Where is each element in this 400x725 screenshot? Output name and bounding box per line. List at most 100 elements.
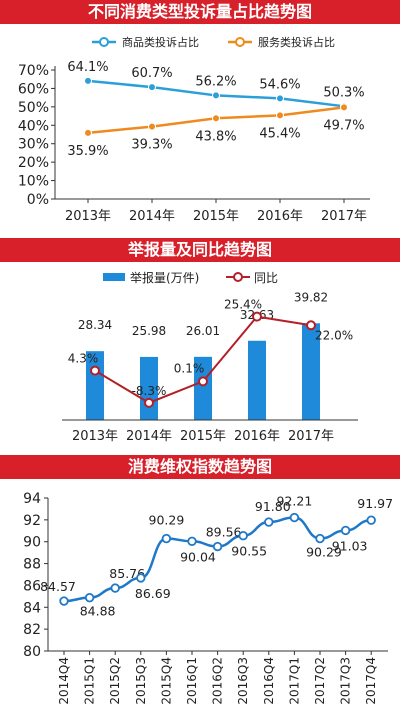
legend-marker-1 (233, 272, 243, 282)
yoy-point (252, 311, 262, 322)
yoy-point (90, 365, 100, 376)
legend-label-0: 商品类投诉占比 (122, 35, 199, 49)
y-tick-label: 0% (27, 192, 49, 208)
data-point (148, 122, 156, 131)
index-label: 91.80 (255, 499, 291, 514)
index-label: 91.03 (332, 538, 368, 553)
data-point (84, 128, 92, 137)
yoy-point (306, 320, 316, 331)
data-label: 50.3% (323, 85, 364, 100)
index-label: 90.29 (306, 545, 342, 560)
data-point (276, 94, 284, 103)
x-tick-label: 2015Q4 (159, 657, 173, 705)
index-point (315, 533, 325, 544)
x-tick-label: 2016Q2 (211, 657, 225, 705)
index-point (110, 583, 120, 593)
data-point (212, 91, 220, 100)
bar (302, 323, 320, 420)
index-label: 90.29 (149, 513, 185, 528)
complaint-share-line-chart: 商品类投诉占比 服务类投诉占比 0% 10% 20% 30% 40% 50% 60% 70% 201… (18, 35, 370, 224)
bar (194, 356, 212, 420)
chart3-title-banner: 消费维权指数趋势图 (0, 455, 400, 479)
x-tick-label: 2017年 (321, 209, 367, 224)
data-label: 35.9% (67, 144, 108, 159)
legend-label-1: 服务类投诉占比 (258, 35, 335, 49)
bar-value-label: 28.34 (78, 318, 112, 332)
index-label: 86.69 (135, 586, 171, 601)
yoy-label: 4.3% (68, 352, 99, 366)
bar (248, 340, 266, 420)
legend-bar-swatch (103, 273, 125, 281)
bar-value-label: 26.01 (186, 324, 220, 338)
index-point (289, 512, 300, 523)
x-tick-label: 2016年 (257, 209, 303, 224)
x-tick-label: 2015年 (180, 429, 226, 444)
index-label: 89.56 (206, 525, 242, 540)
legend-marker-0 (99, 37, 109, 47)
y-tick-label: 40% (18, 118, 49, 134)
data-label: 49.7% (323, 118, 364, 133)
data-point (212, 114, 220, 123)
x-tick-label: 2015Q2 (108, 657, 122, 705)
x-tick-label: 2017Q1 (287, 657, 301, 705)
yoy-label: 22.0% (315, 328, 353, 342)
index-point (59, 596, 69, 606)
chart1-title-banner: 不同消费类型投诉量占比趋势图 (0, 0, 400, 24)
y-tick-label: 30% (18, 137, 49, 153)
y-tick-label: 90 (23, 535, 41, 551)
index-point (161, 533, 172, 544)
x-tick-label: 2014年 (126, 429, 172, 444)
index-point (187, 536, 197, 546)
y-tick-label: 94 (23, 491, 41, 507)
index-point (84, 592, 95, 603)
x-tick-label: 2017Q4 (364, 657, 378, 705)
y-tick-label: 70% (18, 63, 49, 79)
index-label: 90.55 (231, 544, 267, 559)
bar (86, 351, 104, 420)
data-point (84, 76, 92, 85)
y-tick-label: 92 (23, 513, 41, 529)
yoy-point (144, 397, 154, 408)
data-label: 45.4% (259, 126, 300, 141)
y-tick-label: 82 (23, 622, 41, 638)
index-point (136, 573, 146, 583)
index-point (264, 517, 274, 527)
report-volume-bar-chart: 举报量(万件)同比28.3425.9826.0132.6339.822013年2… (62, 270, 358, 444)
x-tick-label: 2016Q4 (262, 657, 276, 705)
y-tick-label: 80 (23, 644, 41, 660)
index-label: 90.04 (180, 549, 216, 564)
index-point (212, 541, 223, 552)
index-label: 84.88 (80, 604, 116, 619)
rights-index-line-chart: 80 82 84 86 88 90 92 94 2014Q4 2015Q1 2015Q2 2015Q3… (23, 491, 393, 705)
yoy-label: 0.1% (174, 361, 205, 375)
bar-value-label: 39.82 (294, 290, 328, 304)
x-tick-label: 2013年 (65, 209, 111, 224)
x-tick-label: 2016Q1 (185, 657, 199, 705)
data-label: 39.3% (131, 138, 172, 153)
data-label: 56.2% (195, 74, 236, 89)
x-tick-label: 2013年 (72, 429, 118, 444)
yoy-label: 25.4% (224, 298, 262, 312)
x-tick-label: 2017Q3 (339, 657, 353, 705)
y-tick-label: 50% (18, 100, 49, 116)
legend-marker-1 (235, 37, 245, 47)
legend-label-0: 举报量(万件) (130, 270, 199, 285)
y-tick-label: 60% (18, 81, 49, 97)
data-label: 60.7% (131, 66, 172, 81)
index-point (366, 515, 376, 525)
data-label: 54.6% (259, 77, 300, 92)
data-point (276, 111, 284, 120)
x-tick-label: 2015年 (193, 209, 239, 224)
yoy-label: -8.3% (132, 384, 167, 398)
x-tick-label: 2015Q3 (134, 657, 148, 705)
y-tick-label: 10% (18, 174, 49, 190)
x-tick-label: 2017Q2 (313, 657, 327, 705)
y-tick-label: 88 (23, 557, 41, 573)
x-tick-label: 2017年 (288, 429, 334, 444)
x-tick-label: 2016Q3 (236, 657, 250, 705)
data-label: 43.8% (195, 129, 236, 144)
index-label: 92.21 (277, 494, 313, 509)
y-tick-label: 84 (23, 600, 41, 616)
x-tick-label: 2014Q4 (57, 657, 71, 705)
y-tick-label: 86 (23, 578, 41, 594)
